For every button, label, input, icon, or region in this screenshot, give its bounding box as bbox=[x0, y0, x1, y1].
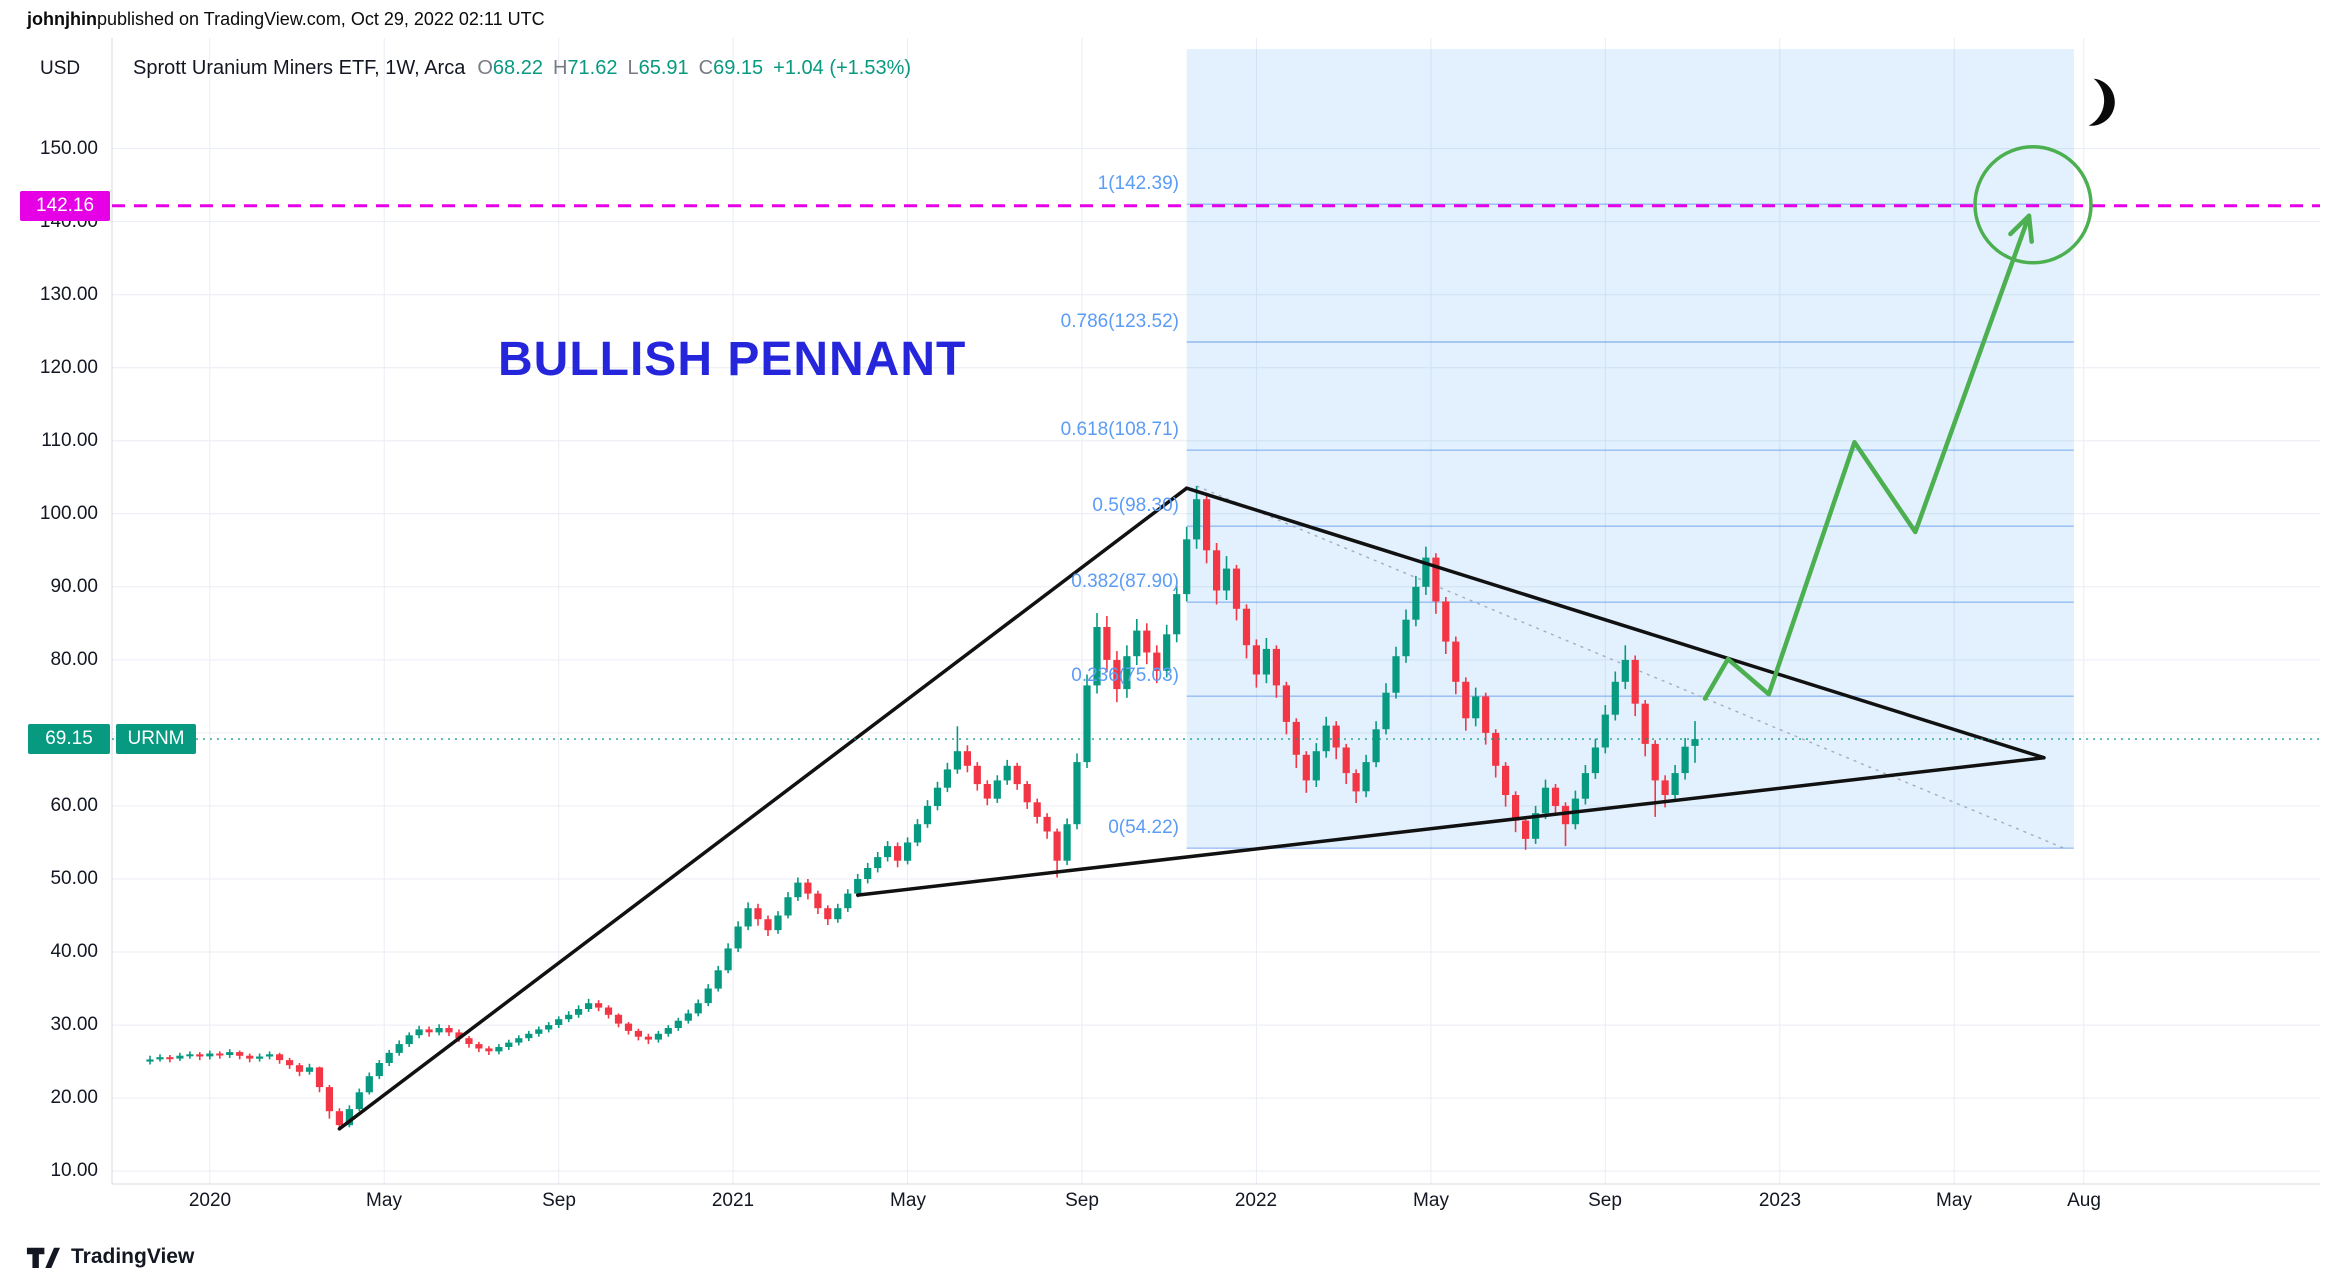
tradingview-logo[interactable] bbox=[26, 1243, 60, 1271]
symbol-header: Sprott Uranium Miners ETF, 1W, Arca O68.… bbox=[133, 57, 911, 80]
grid bbox=[112, 38, 2320, 1184]
attribution-text: published on TradingView.com, Oct 29, 20… bbox=[96, 8, 545, 29]
target-circle[interactable] bbox=[1973, 145, 2093, 265]
price-change: +1.04 (+1.53%) bbox=[773, 57, 912, 79]
ohlc-pair: C69.15 bbox=[698, 57, 764, 79]
projection-arrow[interactable] bbox=[1702, 213, 2034, 701]
tradingview-brand[interactable]: TradingView bbox=[71, 1244, 195, 1268]
ohlc-pair: L65.91 bbox=[627, 57, 689, 79]
alert-price-badge: 142.16 bbox=[20, 191, 110, 221]
pennant-lines[interactable] bbox=[337, 486, 2046, 1131]
candlesticks[interactable] bbox=[146, 486, 1699, 1131]
symbol-badge: URNM bbox=[116, 724, 196, 754]
author-name: johnjhin bbox=[27, 8, 97, 29]
ohlc-pair: O68.22 bbox=[477, 57, 543, 79]
chart-area[interactable]: USD Sprott Uranium Miners ETF, 1W, Arca … bbox=[0, 38, 2327, 1228]
fib-retracement[interactable] bbox=[1186, 49, 2074, 849]
ohlc-values: O68.22 H71.62 L65.91 C69.15 bbox=[477, 57, 773, 80]
attribution-bar: johnjhin published on TradingView.com, O… bbox=[0, 0, 2327, 38]
pennant-annotation-text[interactable]: BULLISH PENNANT bbox=[498, 333, 967, 386]
ohlc-pair: H71.62 bbox=[552, 57, 618, 79]
footer-bar: TradingView bbox=[0, 1228, 2327, 1285]
symbol-title: Sprott Uranium Miners ETF, 1W, Arca bbox=[133, 57, 466, 79]
moon-icon[interactable] bbox=[2069, 73, 2128, 132]
price-chart-canvas[interactable] bbox=[0, 38, 2327, 1228]
currency-label: USD bbox=[40, 58, 81, 79]
last-price-badge: 69.15 bbox=[28, 724, 110, 754]
moon-crescent-shape bbox=[2088, 78, 2115, 126]
